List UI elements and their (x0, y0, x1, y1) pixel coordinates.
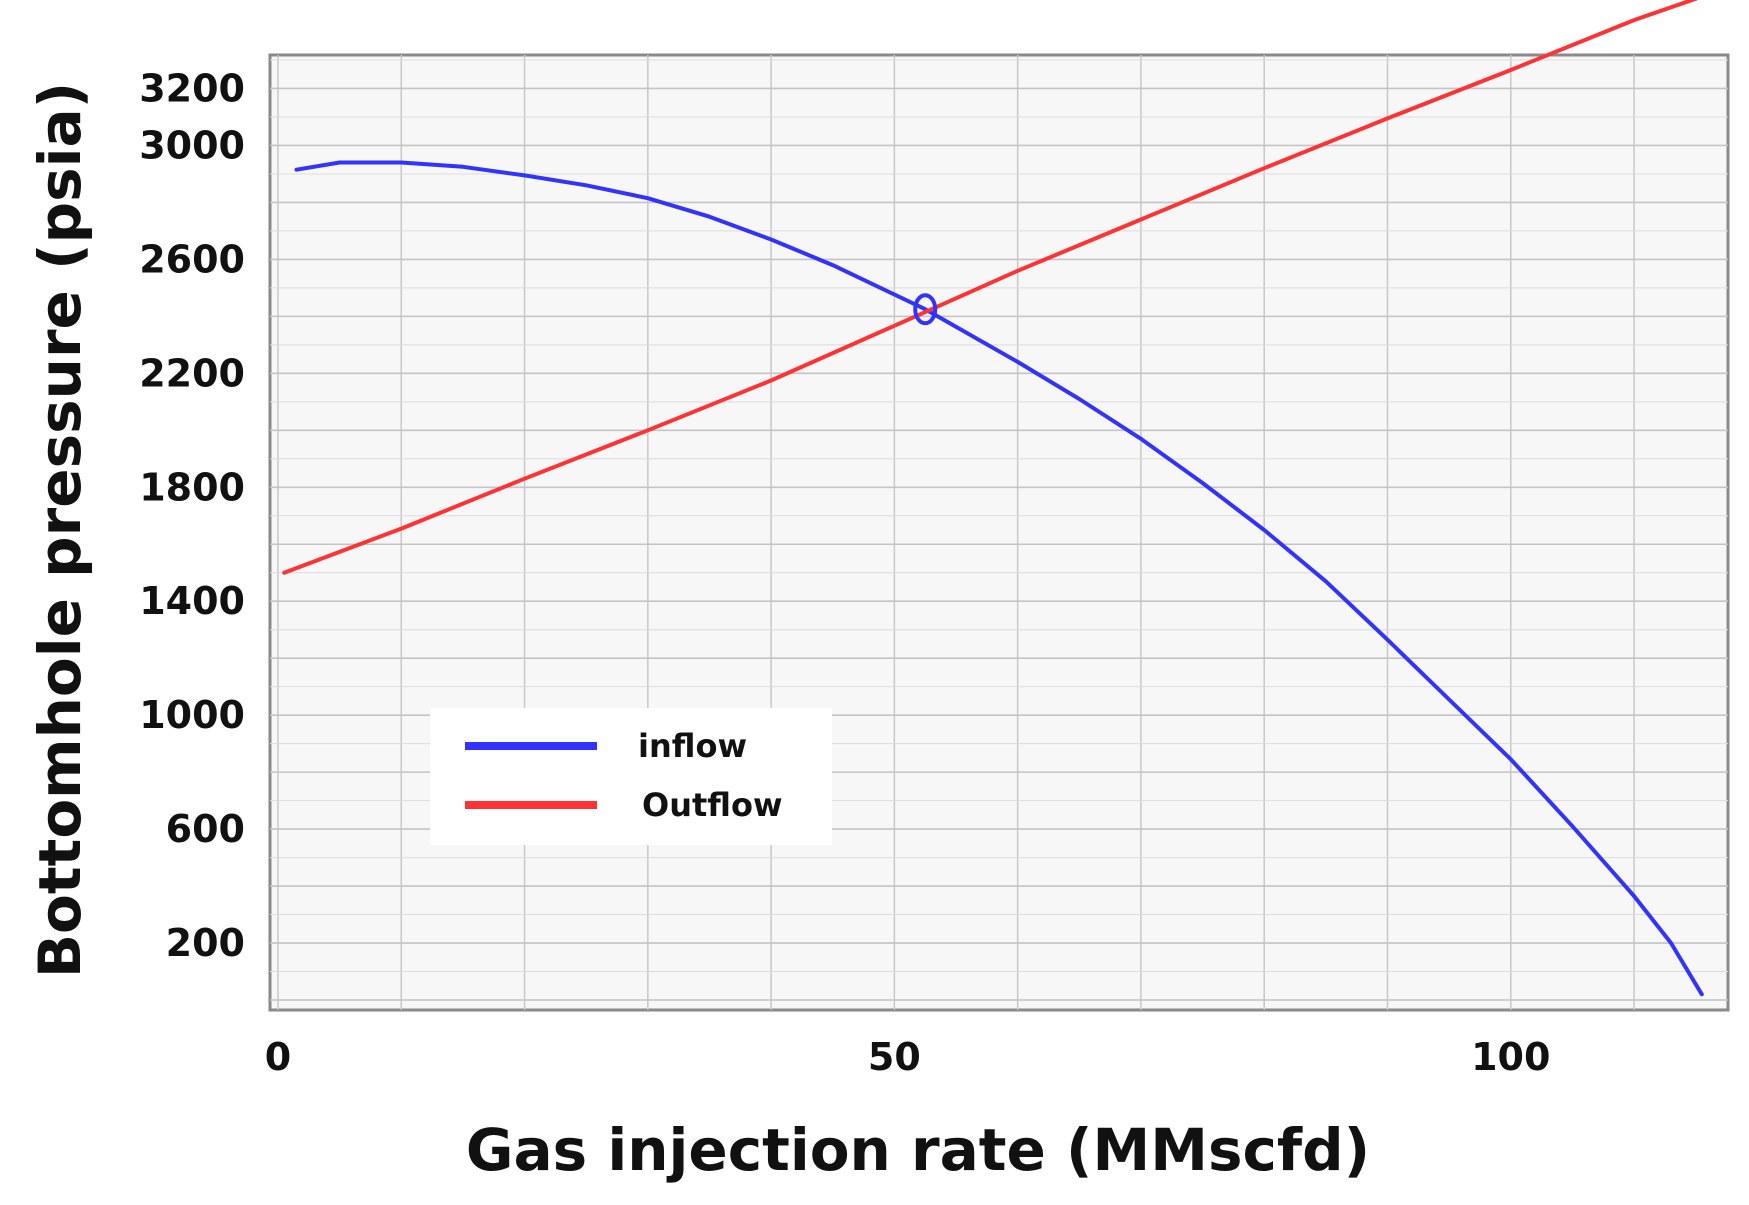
y-tick-label: 600 (166, 807, 245, 851)
x-tick-labels: 0 50 100 (265, 1035, 1551, 1079)
series (282, 0, 1704, 997)
legend-label-inflow: inflow (638, 727, 747, 765)
legend: inflow Outflow (430, 708, 832, 845)
series-line-inflow (294, 160, 1704, 997)
y-tick-label: 200 (166, 921, 245, 965)
y-tick-label: 3200 (139, 66, 245, 110)
y-tick-labels: 200 600 1000 1400 1800 2200 2600 3000 3200 (139, 66, 245, 965)
x-axis-title: Gas injection rate (MMscfd) (466, 1116, 1370, 1184)
y-axis-title: Bottomhole pressure (psia) (26, 82, 94, 978)
legend-label-outflow: Outflow (642, 786, 783, 824)
x-tick-label: 50 (868, 1035, 921, 1079)
y-tick-label: 1000 (139, 693, 245, 737)
y-tick-label: 2600 (139, 237, 245, 281)
x-tick-label: 100 (1471, 1035, 1550, 1079)
y-tick-label: 1800 (139, 465, 245, 509)
plot-area (268, 53, 1730, 1012)
y-tick-label: 3000 (139, 123, 245, 167)
intersection-marker (913, 293, 938, 326)
series-line-outflow (282, 0, 1699, 575)
legend-box (430, 708, 832, 845)
intersection-point (913, 293, 938, 326)
grid (270, 55, 1728, 1010)
y-tick-label: 1400 (139, 579, 245, 623)
x-tick-label: 0 (265, 1035, 291, 1079)
y-tick-label: 2200 (139, 351, 245, 395)
